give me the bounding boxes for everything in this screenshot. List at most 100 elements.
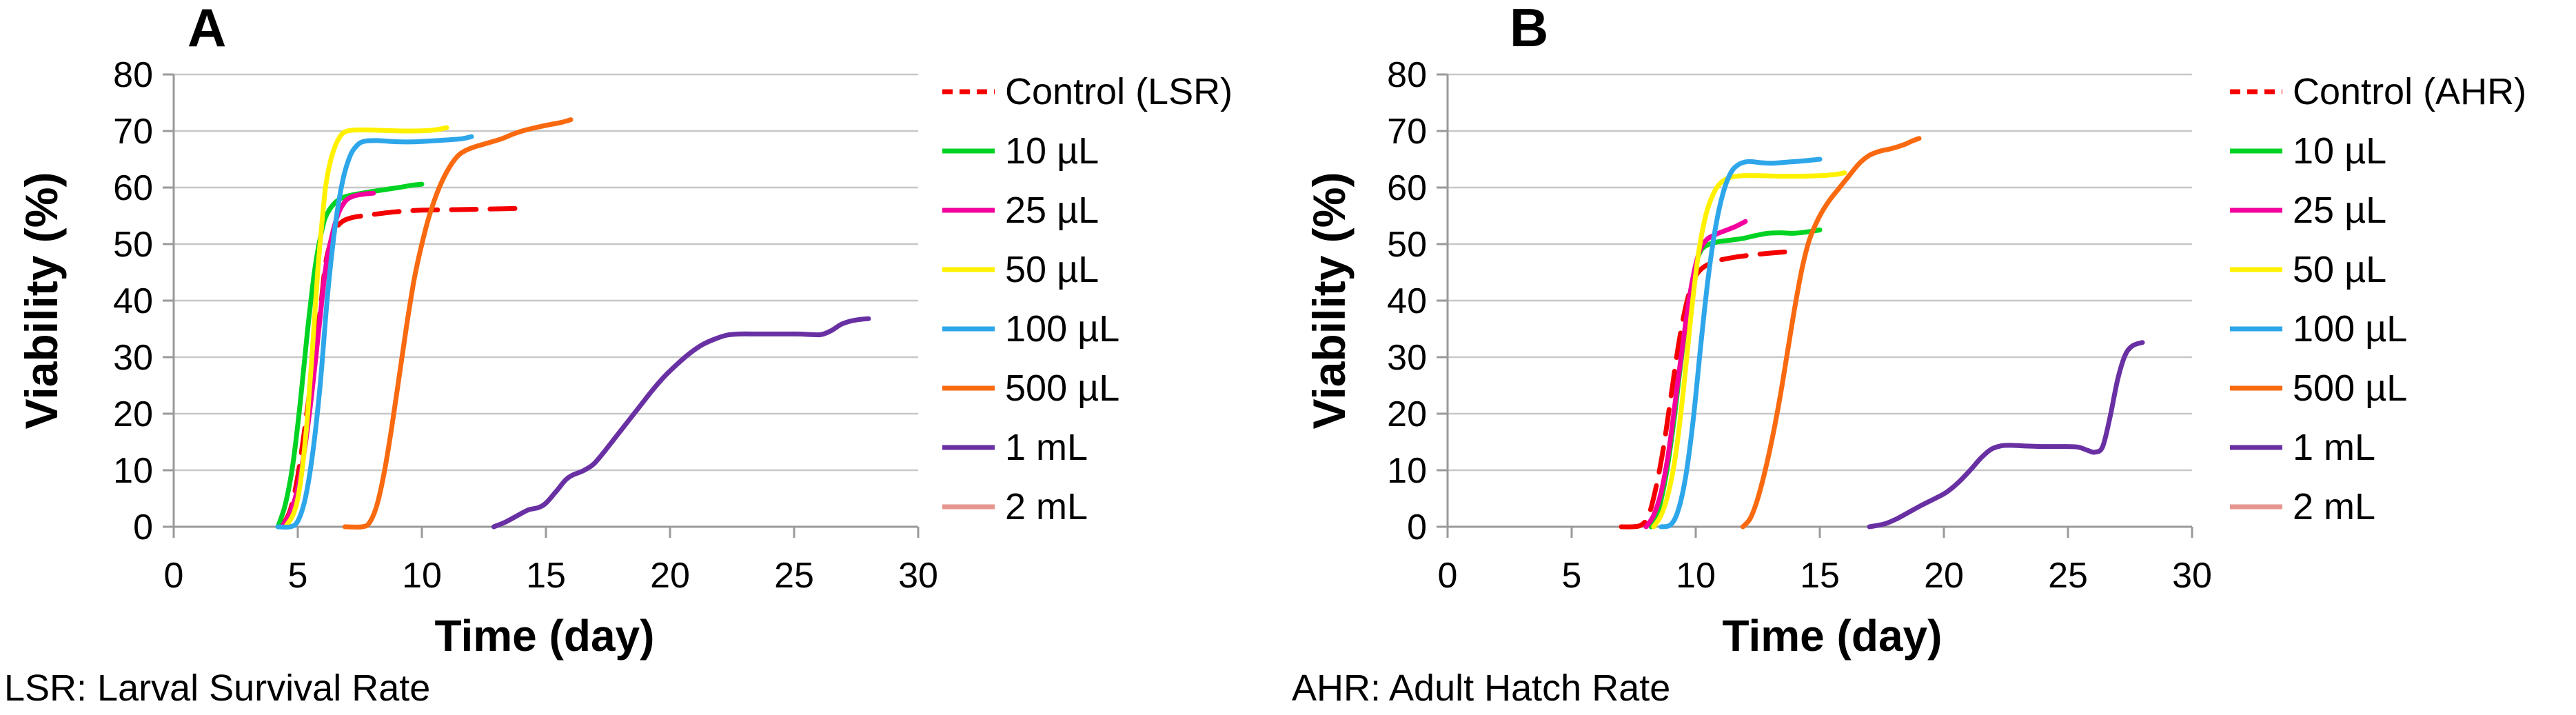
legend-item: 10 µL (2229, 121, 2526, 181)
legend-label: 100 µL (1005, 308, 1120, 350)
gridlines (174, 73, 918, 472)
legend-line-swatch (2230, 326, 2282, 332)
x-tick-label: 30 (2172, 556, 2212, 596)
x-tick-label: 10 (1676, 556, 1716, 596)
legend-label: Control (AHR) (2293, 71, 2527, 112)
y-tick-label: 80 (1387, 55, 1427, 95)
legend-label: 25 µL (1005, 190, 1099, 231)
series-line-100-l (1659, 157, 1823, 530)
legend-line-swatch (942, 208, 995, 213)
x-tick-label: 5 (288, 556, 308, 596)
legend-line-swatch (942, 89, 995, 94)
x-tick-label: 15 (526, 556, 566, 596)
y-tick-label: 60 (113, 168, 153, 208)
y-tick-labels: 0 10 20 30 40 50 60 70 80 (113, 55, 153, 547)
legend-item: 50 µL (2229, 240, 2526, 299)
series-line-500-l (1740, 136, 1922, 530)
x-tick-label: 15 (1800, 556, 1840, 596)
legend-line-swatch (942, 385, 995, 391)
legend-item: 25 µL (942, 181, 1233, 240)
axes (1437, 73, 2193, 538)
series-line-25-l (1643, 219, 1748, 530)
legend-item: Control (LSR) (942, 62, 1233, 121)
legend-label: 2 mL (2293, 486, 2376, 527)
x-tick-label: 25 (2048, 556, 2088, 596)
series-lines (1619, 136, 2145, 530)
panel-b-plot-area: 0 10 20 30 40 50 60 70 80 0 5 10 15 20 25 30 (1387, 55, 2212, 596)
legend-item: 500 µL (942, 359, 1233, 418)
axes (163, 73, 920, 538)
series-line-100-l (275, 134, 474, 530)
legend-label: 10 µL (2293, 130, 2387, 172)
panel-a-plot-area: 0 10 20 30 40 50 60 70 80 0 5 10 15 20 25 30 (113, 55, 938, 596)
legend-item: Control (AHR) (2229, 62, 2526, 121)
y-tick-label: 0 (133, 507, 153, 547)
y-tick-label: 40 (1387, 281, 1427, 321)
series-line-1-ml (1867, 340, 2145, 530)
x-tick-labels: 0 5 10 15 20 25 30 (164, 556, 938, 596)
y-tick-labels: 0 10 20 30 40 50 60 70 80 (1387, 55, 1427, 547)
y-tick-label: 40 (113, 281, 153, 321)
legend-line-swatch (942, 267, 995, 272)
x-tick-label: 0 (1438, 556, 1458, 596)
legend-line-swatch (2230, 89, 2282, 94)
panel-b-footnote: AHR: Adult Hatch Rate (1292, 667, 1671, 709)
y-tick-label: 70 (113, 112, 153, 152)
y-tick-label: 30 (113, 338, 153, 378)
panel-b-letter: B (1510, 0, 1549, 58)
panel-a-legend: Control (LSR) 10 µL 25 µL 50 µL 100 µL 500 µL… (942, 62, 1233, 536)
x-tick-labels: 0 5 10 15 20 25 30 (1438, 556, 2212, 596)
legend-label: 500 µL (1005, 367, 1120, 409)
panel-a-letter: A (187, 0, 227, 58)
legend-line-swatch (2230, 504, 2282, 510)
legend-line-swatch (942, 445, 995, 450)
y-tick-label: 20 (113, 394, 153, 434)
legend-label: 10 µL (1005, 130, 1099, 172)
series-line-500-l (342, 117, 574, 530)
legend-label: 2 mL (1005, 486, 1088, 527)
legend-line-swatch (2230, 445, 2282, 450)
panel-b: B Viability (%) 0 10 20 30 40 50 60 70 80 0 5 10 15 2… (1288, 0, 2575, 715)
x-tick-label: 20 (1924, 556, 1964, 596)
legend-line-swatch (2230, 208, 2282, 213)
series-lines (275, 117, 871, 530)
legend-label: 50 µL (2293, 249, 2387, 290)
series-line-50-l (1651, 170, 1847, 530)
y-tick-label: 80 (113, 55, 153, 95)
legend-label: 100 µL (2293, 308, 2408, 350)
legend-label: 500 µL (2293, 367, 2408, 409)
x-tick-label: 25 (774, 556, 814, 596)
legend-item: 1 mL (2229, 418, 2526, 477)
series-line-10-l (275, 181, 425, 530)
panel-a: A Viability (%) 0 10 20 30 40 50 60 70 80 0 5 10 15 2… (4, 0, 1233, 709)
legend-item: 500 µL (2229, 359, 2526, 418)
legend-line-swatch (942, 326, 995, 332)
legend-label: 1 mL (2293, 427, 2376, 468)
legend-line-swatch (942, 504, 995, 510)
y-tick-label: 60 (1387, 168, 1427, 208)
y-tick-label: 70 (1387, 112, 1427, 152)
legend-item: 1 mL (942, 418, 1233, 477)
legend-item: 10 µL (942, 121, 1233, 181)
panel-a-x-axis-title: Time (day) (434, 611, 655, 661)
x-tick-label: 0 (164, 556, 184, 596)
y-tick-label: 10 (1387, 451, 1427, 491)
x-tick-label: 20 (650, 556, 690, 596)
legend-item: 25 µL (2229, 181, 2526, 240)
legend-line-swatch (942, 148, 995, 154)
y-tick-label: 20 (1387, 394, 1427, 434)
legend-line-swatch (2230, 148, 2282, 154)
y-tick-label: 50 (113, 225, 153, 265)
gridlines (1448, 73, 2192, 472)
legend-item: 100 µL (942, 299, 1233, 359)
series-line-1-ml (491, 316, 871, 530)
legend-line-swatch (2230, 267, 2282, 272)
x-tick-label: 10 (402, 556, 442, 596)
legend-item: 100 µL (2229, 299, 2526, 359)
y-tick-label: 10 (113, 451, 153, 491)
panel-b-legend: Control (AHR) 10 µL 25 µL 50 µL 100 µL 500 µL… (2229, 62, 2526, 536)
series-line-50-l (283, 125, 449, 530)
panel-b-x-axis-title: Time (day) (1722, 611, 1943, 661)
y-tick-label: 50 (1387, 225, 1427, 265)
